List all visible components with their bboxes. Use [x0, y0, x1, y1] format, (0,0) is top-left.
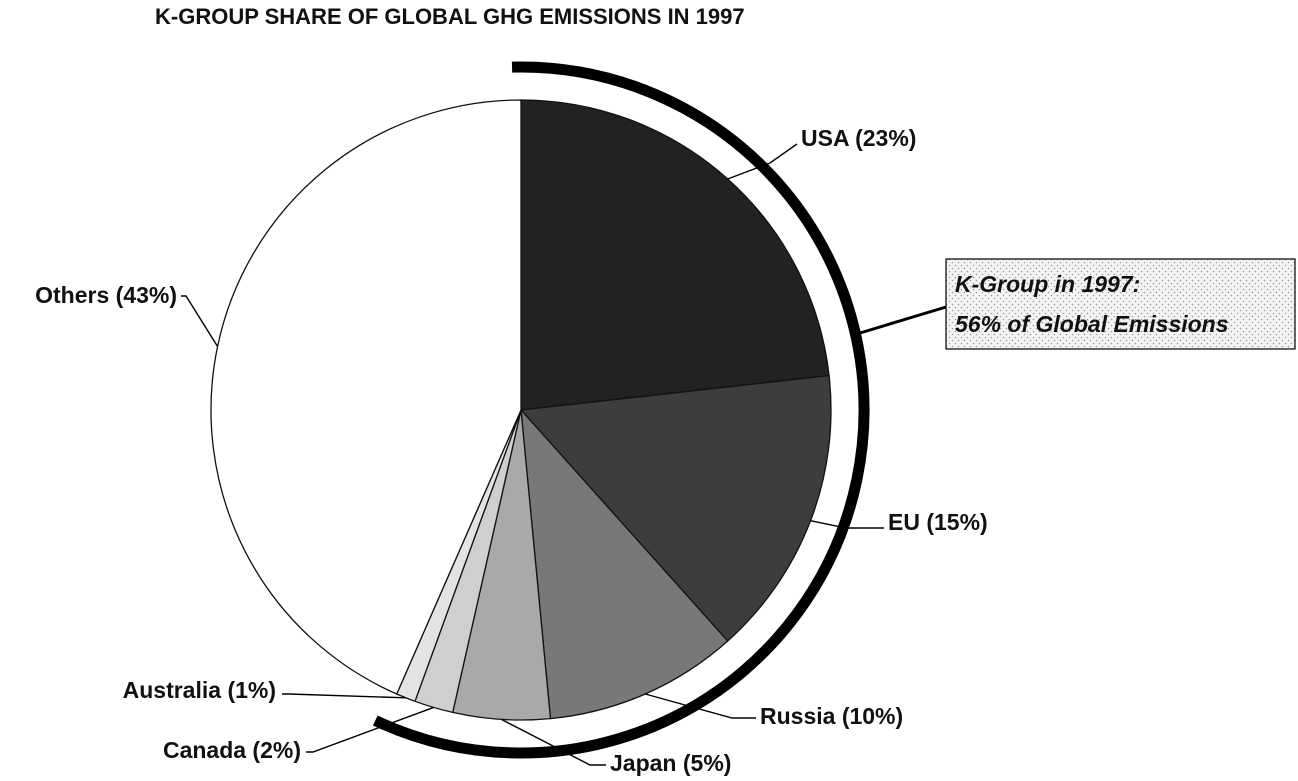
label-australia: Australia (1%) — [123, 677, 276, 703]
slice-labels: USA (23%) EU (15%) Russia (10%) Japan (5%) C… — [35, 125, 988, 776]
leader-others — [181, 295, 219, 347]
label-eu: EU (15%) — [888, 509, 988, 535]
slice-russia — [520, 408, 729, 720]
k-group-annotation-box — [945, 258, 1296, 350]
chart-title: K-GROUP SHARE OF GLOBAL GHG EMISSIONS IN… — [155, 4, 745, 29]
k-group-bracket — [372, 61, 870, 759]
label-others: Others (43%) — [35, 282, 177, 308]
slice-eu — [519, 374, 832, 642]
leader-russia — [645, 693, 756, 719]
label-japan: Japan (5%) — [610, 750, 731, 776]
label-usa: USA (23%) — [801, 125, 916, 151]
slice-usa — [520, 99, 830, 411]
leader-lines — [181, 143, 884, 766]
pie-slices — [210, 99, 832, 721]
label-russia: Russia (10%) — [760, 703, 903, 729]
bracket-connector — [859, 305, 947, 335]
leader-usa — [727, 143, 798, 180]
label-canada: Canada (2%) — [163, 737, 301, 763]
k-group-annotation-line2: 56% of Global Emissions — [955, 311, 1229, 337]
leader-australia — [282, 693, 406, 699]
k-group-annotation-line1: K-Group in 1997: — [955, 271, 1140, 297]
leader-canada — [306, 706, 434, 753]
leader-japan — [501, 718, 606, 766]
